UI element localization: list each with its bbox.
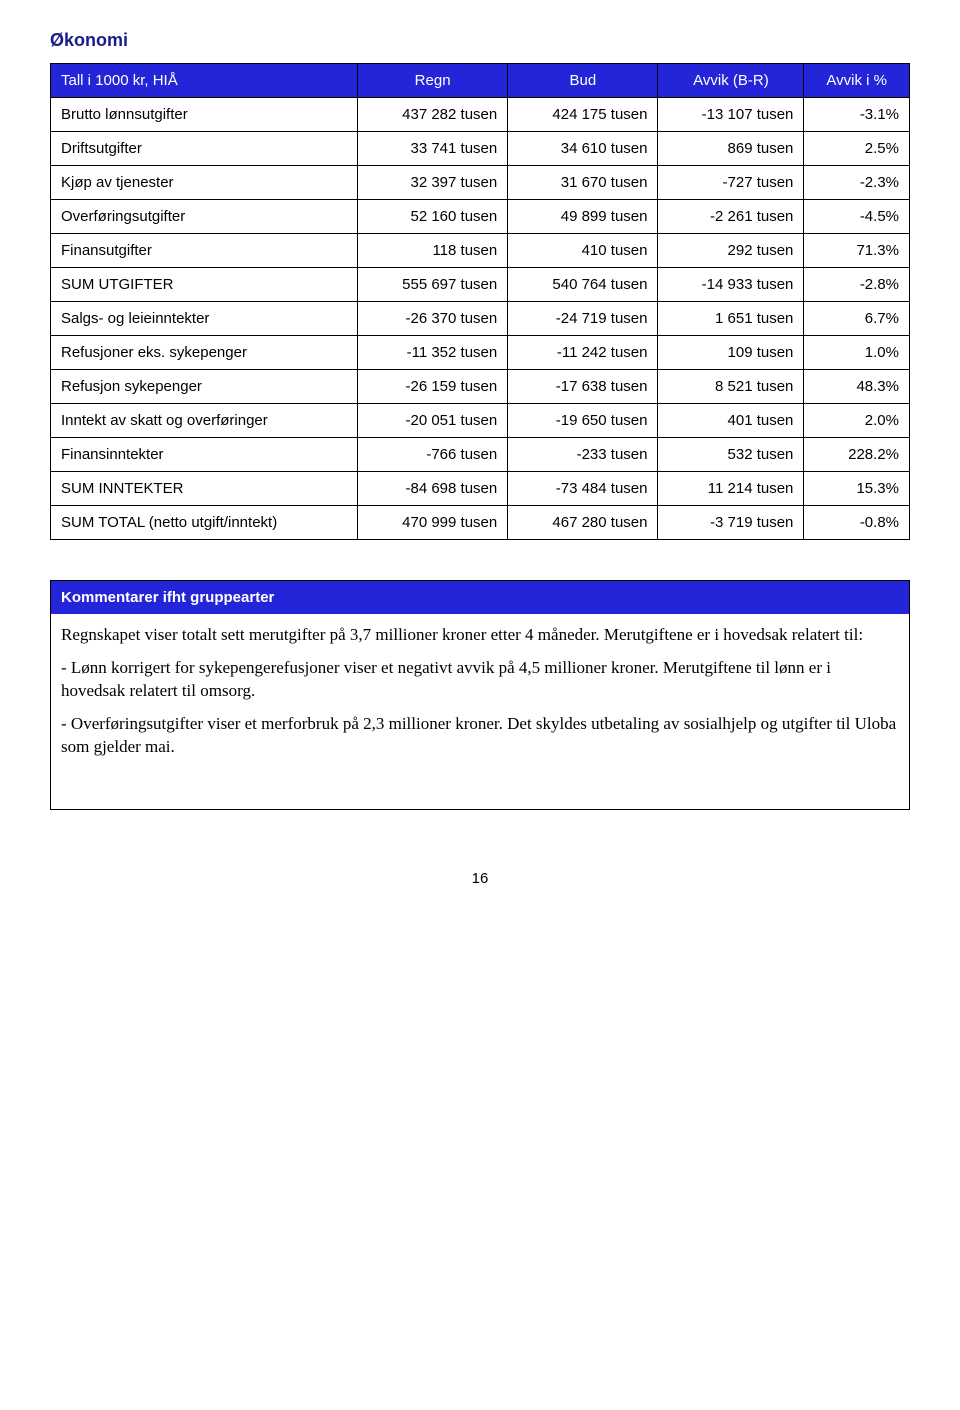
table-row: Finansutgifter118 tusen410 tusen292 tuse… bbox=[51, 234, 910, 268]
row-label: SUM UTGIFTER bbox=[51, 268, 358, 302]
row-value: -24 719 tusen bbox=[508, 302, 658, 336]
comment-paragraph: - Lønn korrigert for sykepengerefusjoner… bbox=[61, 657, 899, 703]
table-row: Driftsutgifter33 741 tusen34 610 tusen86… bbox=[51, 132, 910, 166]
row-value: -2.3% bbox=[804, 166, 910, 200]
row-value: 410 tusen bbox=[508, 234, 658, 268]
row-value: 470 999 tusen bbox=[357, 506, 507, 540]
row-value: -26 159 tusen bbox=[357, 370, 507, 404]
row-value: 31 670 tusen bbox=[508, 166, 658, 200]
col-avvik-pct: Avvik i % bbox=[804, 64, 910, 98]
row-value: 34 610 tusen bbox=[508, 132, 658, 166]
row-value: -84 698 tusen bbox=[357, 472, 507, 506]
row-value: -233 tusen bbox=[508, 438, 658, 472]
row-value: -0.8% bbox=[804, 506, 910, 540]
row-value: 2.5% bbox=[804, 132, 910, 166]
table-header-row: Tall i 1000 kr, HIÅ Regn Bud Avvik (B-R)… bbox=[51, 64, 910, 98]
table-row: SUM INNTEKTER-84 698 tusen-73 484 tusen1… bbox=[51, 472, 910, 506]
row-value: -20 051 tusen bbox=[357, 404, 507, 438]
table-body: Brutto lønnsutgifter437 282 tusen424 175… bbox=[51, 98, 910, 540]
table-row: Brutto lønnsutgifter437 282 tusen424 175… bbox=[51, 98, 910, 132]
row-label: Kjøp av tjenester bbox=[51, 166, 358, 200]
row-label: Refusjon sykepenger bbox=[51, 370, 358, 404]
comments-header: Kommentarer ifht gruppearter bbox=[51, 581, 909, 614]
row-value: 540 764 tusen bbox=[508, 268, 658, 302]
row-value: 228.2% bbox=[804, 438, 910, 472]
row-value: -2 261 tusen bbox=[658, 200, 804, 234]
row-value: 32 397 tusen bbox=[357, 166, 507, 200]
row-label: Brutto lønnsutgifter bbox=[51, 98, 358, 132]
row-value: 437 282 tusen bbox=[357, 98, 507, 132]
col-label: Tall i 1000 kr, HIÅ bbox=[51, 64, 358, 98]
row-value: -11 242 tusen bbox=[508, 336, 658, 370]
row-value: -727 tusen bbox=[658, 166, 804, 200]
row-value: 52 160 tusen bbox=[357, 200, 507, 234]
row-value: 2.0% bbox=[804, 404, 910, 438]
comment-paragraph: - Overføringsutgifter viser et merforbru… bbox=[61, 713, 899, 759]
section-title: Økonomi bbox=[50, 30, 910, 51]
table-row: Salgs- og leieinntekter-26 370 tusen-24 … bbox=[51, 302, 910, 336]
comments-body: Regnskapet viser totalt sett merutgifter… bbox=[51, 614, 909, 809]
table-row: SUM TOTAL (netto utgift/inntekt)470 999 … bbox=[51, 506, 910, 540]
row-value: -3 719 tusen bbox=[658, 506, 804, 540]
table-row: Inntekt av skatt og overføringer-20 051 … bbox=[51, 404, 910, 438]
col-bud: Bud bbox=[508, 64, 658, 98]
row-label: SUM TOTAL (netto utgift/inntekt) bbox=[51, 506, 358, 540]
row-value: -73 484 tusen bbox=[508, 472, 658, 506]
row-value: -13 107 tusen bbox=[658, 98, 804, 132]
row-value: 118 tusen bbox=[357, 234, 507, 268]
row-value: -14 933 tusen bbox=[658, 268, 804, 302]
row-value: 6.7% bbox=[804, 302, 910, 336]
row-value: -3.1% bbox=[804, 98, 910, 132]
row-value: -2.8% bbox=[804, 268, 910, 302]
row-value: 467 280 tusen bbox=[508, 506, 658, 540]
comment-paragraph: Regnskapet viser totalt sett merutgifter… bbox=[61, 624, 899, 647]
row-value: -26 370 tusen bbox=[357, 302, 507, 336]
row-value: 532 tusen bbox=[658, 438, 804, 472]
row-value: 424 175 tusen bbox=[508, 98, 658, 132]
row-value: 292 tusen bbox=[658, 234, 804, 268]
row-value: 869 tusen bbox=[658, 132, 804, 166]
table-row: Finansinntekter-766 tusen-233 tusen532 t… bbox=[51, 438, 910, 472]
row-value: -766 tusen bbox=[357, 438, 507, 472]
row-label: SUM INNTEKTER bbox=[51, 472, 358, 506]
row-label: Driftsutgifter bbox=[51, 132, 358, 166]
row-value: 555 697 tusen bbox=[357, 268, 507, 302]
row-value: -4.5% bbox=[804, 200, 910, 234]
table-row: Refusjon sykepenger-26 159 tusen-17 638 … bbox=[51, 370, 910, 404]
col-regn: Regn bbox=[357, 64, 507, 98]
row-value: 401 tusen bbox=[658, 404, 804, 438]
table-row: Kjøp av tjenester32 397 tusen31 670 tuse… bbox=[51, 166, 910, 200]
col-avvik-br: Avvik (B-R) bbox=[658, 64, 804, 98]
row-value: 71.3% bbox=[804, 234, 910, 268]
table-row: SUM UTGIFTER555 697 tusen540 764 tusen-1… bbox=[51, 268, 910, 302]
row-value: 49 899 tusen bbox=[508, 200, 658, 234]
row-label: Inntekt av skatt og overføringer bbox=[51, 404, 358, 438]
row-value: 1.0% bbox=[804, 336, 910, 370]
economy-table: Tall i 1000 kr, HIÅ Regn Bud Avvik (B-R)… bbox=[50, 63, 910, 540]
row-value: -19 650 tusen bbox=[508, 404, 658, 438]
comments-box: Kommentarer ifht gruppearter Regnskapet … bbox=[50, 580, 910, 810]
row-value: 33 741 tusen bbox=[357, 132, 507, 166]
row-value: 109 tusen bbox=[658, 336, 804, 370]
row-label: Salgs- og leieinntekter bbox=[51, 302, 358, 336]
row-value: 11 214 tusen bbox=[658, 472, 804, 506]
page-number: 16 bbox=[50, 870, 910, 887]
row-value: 1 651 tusen bbox=[658, 302, 804, 336]
row-value: -17 638 tusen bbox=[508, 370, 658, 404]
table-row: Overføringsutgifter52 160 tusen49 899 tu… bbox=[51, 200, 910, 234]
row-label: Refusjoner eks. sykepenger bbox=[51, 336, 358, 370]
row-value: 8 521 tusen bbox=[658, 370, 804, 404]
row-value: 15.3% bbox=[804, 472, 910, 506]
row-label: Overføringsutgifter bbox=[51, 200, 358, 234]
table-row: Refusjoner eks. sykepenger-11 352 tusen-… bbox=[51, 336, 910, 370]
row-label: Finansutgifter bbox=[51, 234, 358, 268]
row-value: -11 352 tusen bbox=[357, 336, 507, 370]
row-label: Finansinntekter bbox=[51, 438, 358, 472]
row-value: 48.3% bbox=[804, 370, 910, 404]
